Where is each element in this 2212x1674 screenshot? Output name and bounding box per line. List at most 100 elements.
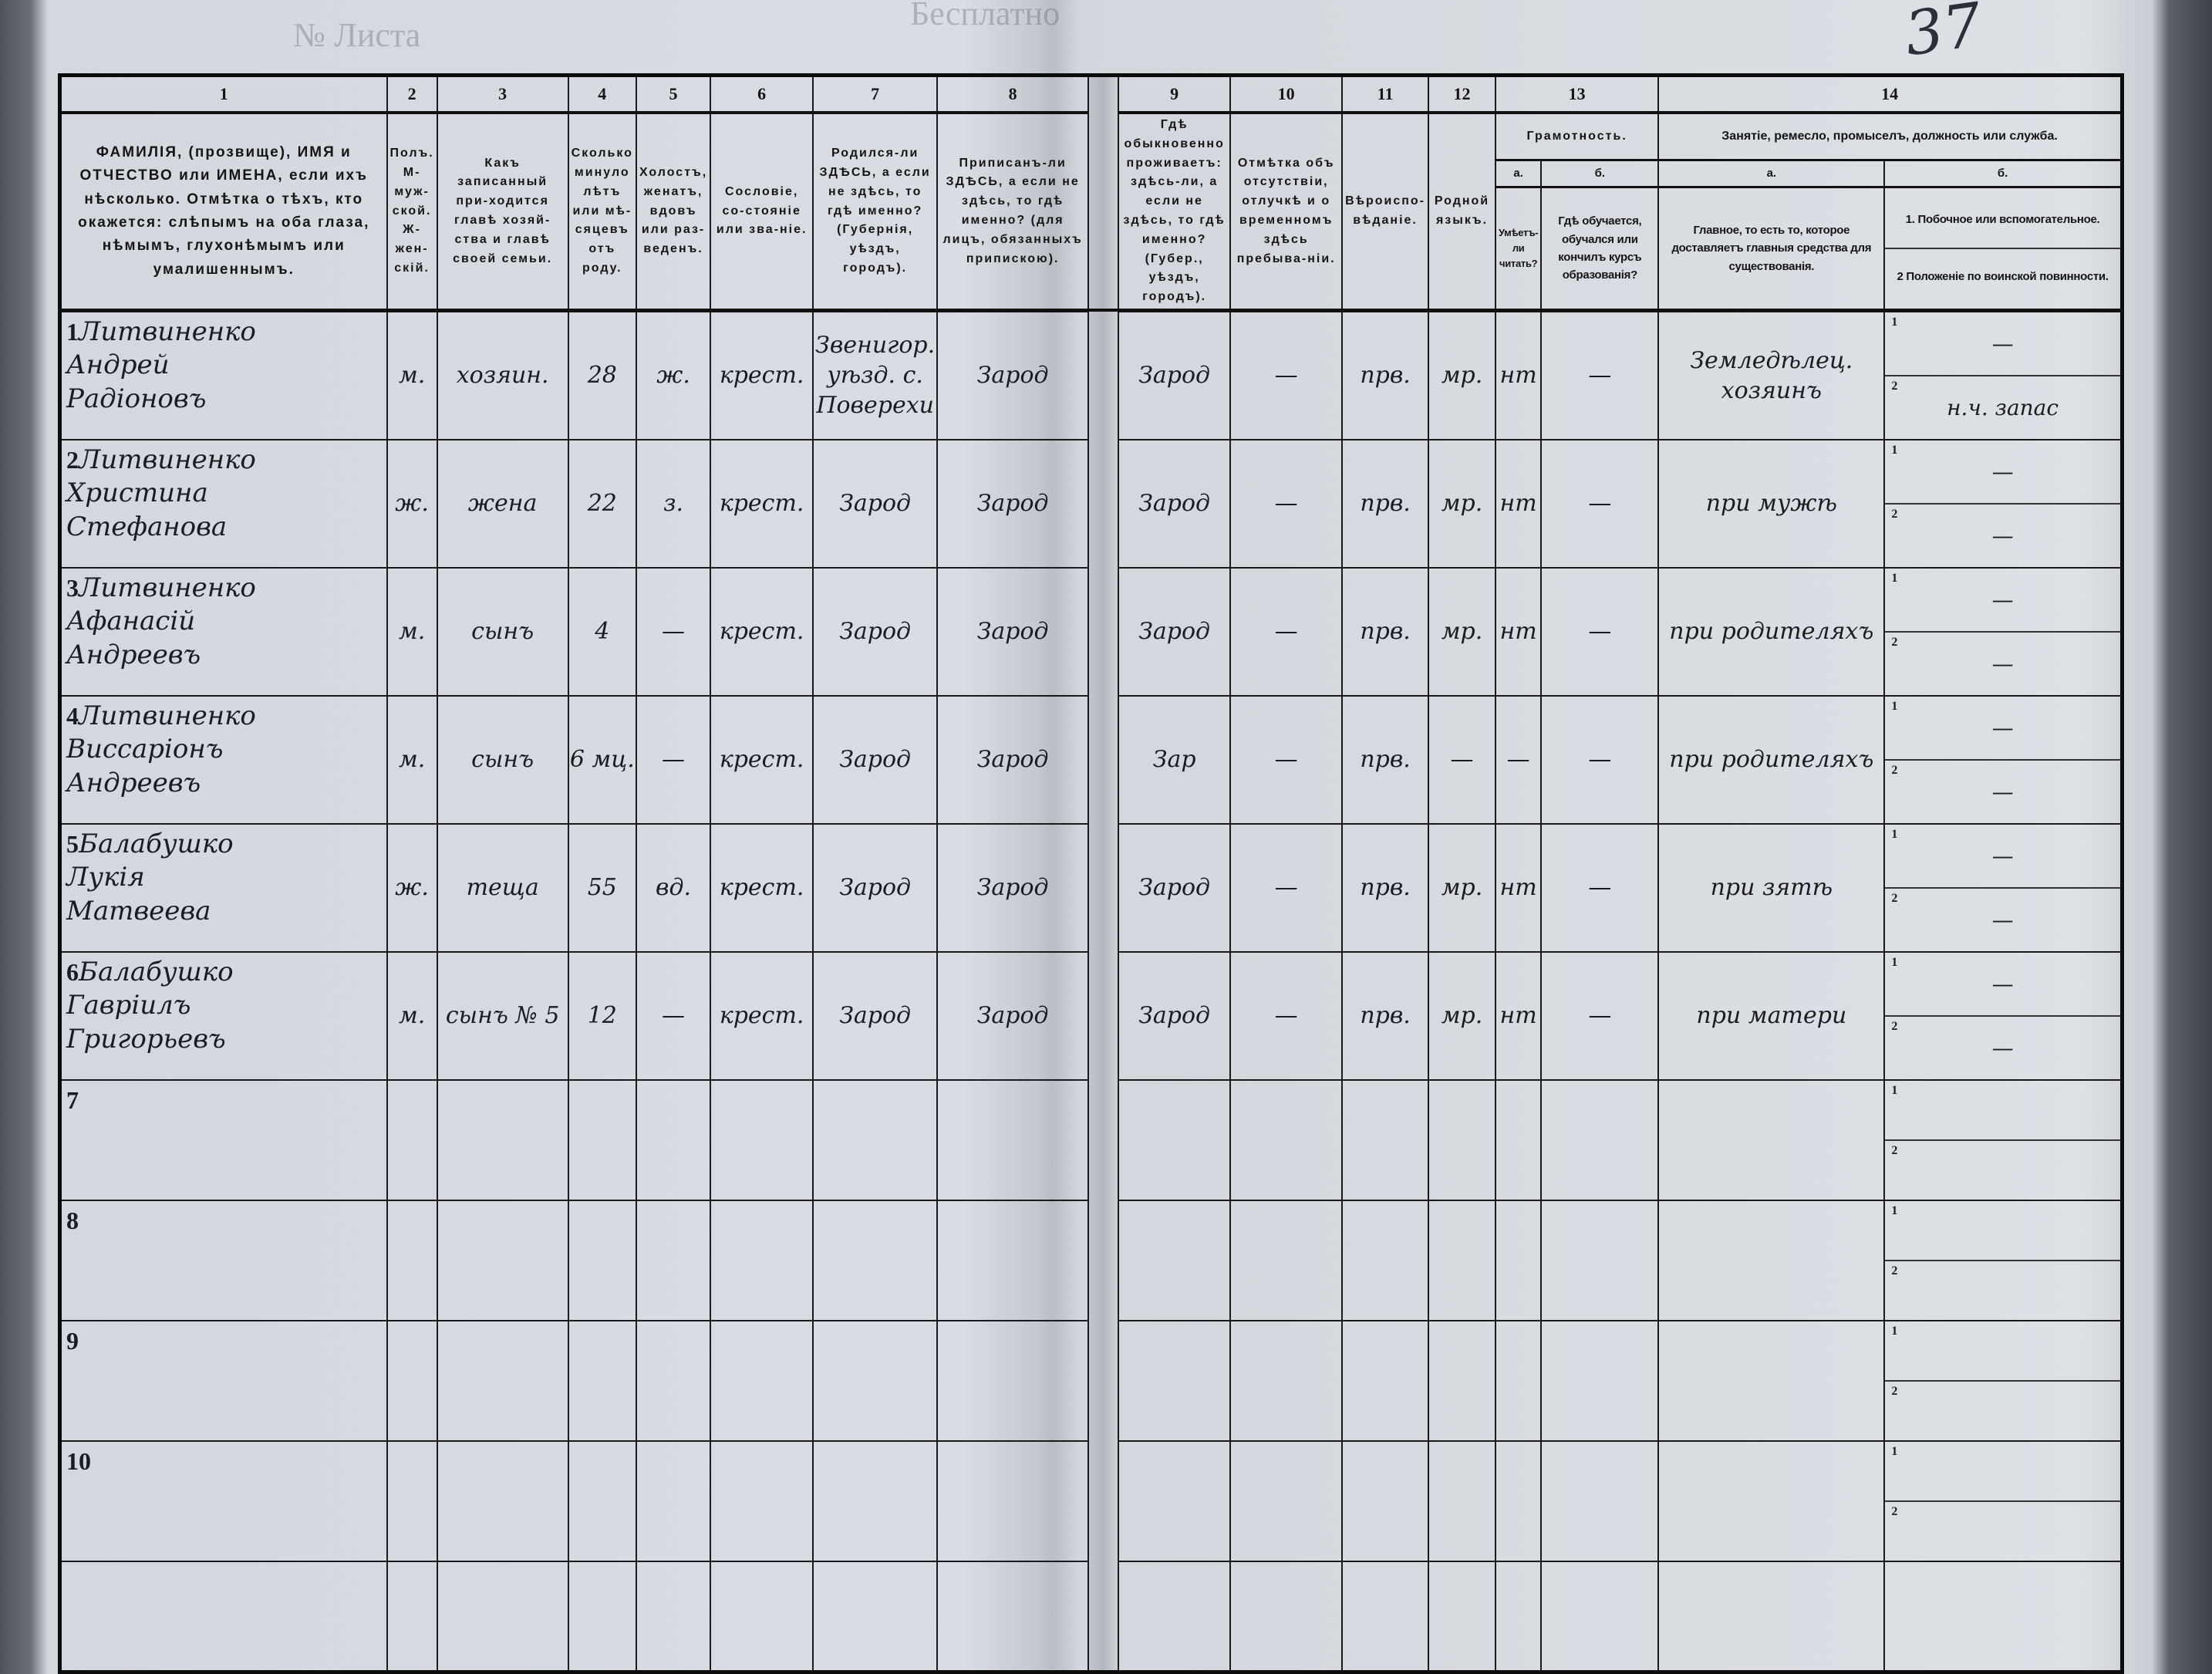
registered-cell: Зарод — [936, 694, 1090, 825]
residence-cell — [1118, 1319, 1232, 1442]
given-name: Лукія — [66, 862, 145, 893]
col-number: 9 — [1118, 74, 1232, 114]
religion-cell: прв. — [1341, 822, 1429, 953]
row-number: 7 — [66, 1085, 79, 1114]
birthplace-cell: Зарод — [812, 822, 939, 953]
education-cell: — — [1540, 694, 1660, 825]
birthplace-cell: Зарод — [812, 950, 939, 1081]
blank-cell — [1341, 1560, 1429, 1672]
military-status: — — [1991, 778, 2014, 805]
occupation-cell: при зятѣ — [1657, 822, 1886, 953]
relation-cell: хозяин. — [436, 309, 569, 440]
literacy-cell: нт — [1494, 822, 1543, 953]
subrow-label: 1 — [1891, 1083, 1898, 1097]
relation-cell — [436, 1319, 569, 1442]
header-estate: Сословіе, со-стояніе или зва-ніе. — [710, 111, 814, 312]
occupation-subrows: 1— 2 — — [1886, 825, 2120, 950]
subrow-label: 1 — [1891, 1203, 1898, 1217]
relation-cell — [436, 1078, 569, 1201]
literacy-cell: нт — [1494, 309, 1543, 440]
column-number-row: 1 2 3 4 5 6 7 8 9 10 11 12 13 14 — [59, 74, 2123, 312]
occupation-secondary-cell: 1 — 2— — [1883, 566, 2123, 697]
header-residence: Гдѣ обыкновенно проживаетъ: здѣсь-ли, а … — [1118, 111, 1232, 312]
name-cell: 9 — [59, 1319, 388, 1442]
education-cell — [1540, 1199, 1660, 1321]
occupation-cell — [1657, 1319, 1886, 1442]
estate-cell — [710, 1199, 814, 1321]
occupation-cell: при матери — [1657, 950, 1886, 1081]
estate-cell: крест. — [710, 822, 814, 953]
subrow-label: 1 — [1891, 571, 1898, 585]
row-number: 5 — [66, 829, 79, 858]
estate-cell — [710, 1078, 814, 1201]
col-number: 11 — [1341, 74, 1429, 114]
military-status: н.ч. запас — [1947, 394, 2059, 420]
age-cell — [567, 1199, 637, 1321]
birthplace-cell — [812, 1199, 939, 1321]
literacy-cell — [1494, 1078, 1543, 1201]
page-fold — [1087, 567, 1120, 696]
table-row: 5Балабушко Лукія Матвеева ж. теща 55 вд. крест.… — [59, 822, 2123, 953]
occupation-cell — [1657, 1078, 1886, 1201]
estate-cell: крест. — [710, 309, 814, 440]
name-cell: 3Литвиненко Афанасій Андреевъ — [59, 566, 388, 697]
secondary-occupation-subrow: 1— — [1886, 825, 2120, 887]
patronymic: Андреевъ — [66, 640, 201, 670]
secondary-occupation: — — [1991, 842, 2014, 869]
relation-cell — [436, 1199, 569, 1321]
table-row: 3Литвиненко Афанасій Андреевъ м. сынъ 4— крест… — [59, 566, 2123, 697]
surname: Литвиненко — [79, 316, 256, 347]
residence-cell: Зарод — [1118, 438, 1232, 569]
secondary-occupation-subrow: 1 — [1886, 1202, 2120, 1260]
occupation-secondary-cell: 1—2 н.ч. запас — [1883, 309, 2123, 440]
education-cell: — — [1540, 309, 1660, 440]
name-cell: 7 — [59, 1078, 388, 1201]
sex-cell: ж. — [386, 438, 438, 569]
col-number: 3 — [436, 74, 569, 114]
registered-cell — [936, 1319, 1090, 1442]
col-number: 1 — [59, 74, 388, 114]
header-marital: Холостъ, женатъ, вдовъ или раз-веденъ. — [635, 111, 712, 312]
page-fold — [1087, 951, 1120, 1080]
religion-cell: прв. — [1341, 694, 1429, 825]
absence-cell: — — [1229, 438, 1344, 569]
occupation-secondary-cell: 1—2— — [1883, 694, 2123, 825]
row-number: 9 — [66, 1326, 79, 1355]
education-cell: — — [1540, 438, 1660, 569]
military-status-subrow: 2— — [1886, 630, 2120, 694]
sex-cell — [386, 1319, 438, 1442]
blank-cell — [710, 1560, 814, 1672]
secondary-occupation-subrow: 1— — [1886, 953, 2120, 1015]
col-number: 12 — [1428, 74, 1496, 114]
sex-cell: м. — [386, 694, 438, 825]
subrow-label: 2 — [1891, 891, 1898, 905]
religion-cell — [1341, 1078, 1429, 1201]
page-fold — [1087, 1320, 1120, 1441]
col-number: 13 — [1494, 74, 1660, 114]
occupation-secondary-cell: 1—2— — [1883, 950, 2123, 1081]
secondary-occupation: — — [1991, 970, 2014, 997]
secondary-occupation-subrow: 1— — [1886, 697, 2120, 759]
row-number: 4 — [66, 701, 79, 730]
occupation-secondary-cell: 1—2— — [1883, 438, 2123, 569]
age-cell — [567, 1078, 637, 1201]
language-cell — [1428, 1078, 1496, 1201]
residence-cell: Зар — [1118, 694, 1232, 825]
language-cell: мр. — [1428, 438, 1496, 569]
header-birthplace: Родился-ли ЗДѢСЬ, а если не здѣсь, то гд… — [812, 111, 939, 312]
birthplace-cell — [812, 1078, 939, 1201]
table-row: 1Литвиненко Андрей Радіоновъ м. хозяин. 28 ж. к… — [59, 309, 2123, 440]
education-cell: — — [1540, 950, 1660, 1081]
page-fold — [1087, 310, 1120, 440]
subrow-label: 1 — [1891, 315, 1898, 329]
occupation-cell: при мужѣ — [1657, 438, 1886, 569]
header-occupation-a: а. — [1657, 159, 1886, 189]
secondary-occupation: — — [1991, 586, 2014, 613]
row-number: 1 — [66, 317, 79, 346]
